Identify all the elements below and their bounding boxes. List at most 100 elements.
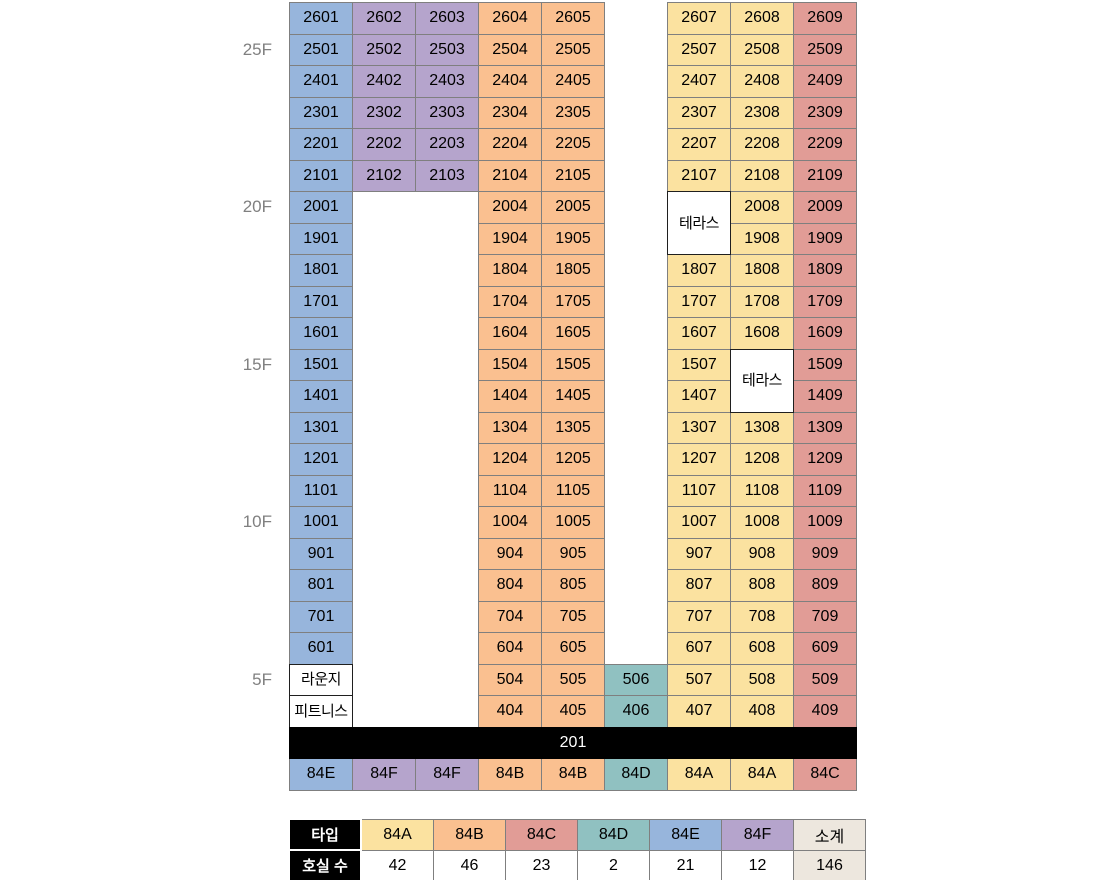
- unit-cell-2109[interactable]: 2109: [793, 159, 857, 192]
- unit-cell-1805[interactable]: 1805: [541, 254, 605, 287]
- unit-cell-901[interactable]: 901: [289, 537, 353, 570]
- unit-cell-2105[interactable]: 2105: [541, 159, 605, 192]
- unit-cell-404[interactable]: 404: [478, 695, 542, 728]
- unit-cell-1705[interactable]: 1705: [541, 285, 605, 318]
- unit-cell-2605[interactable]: 2605: [541, 2, 605, 35]
- unit-cell-904[interactable]: 904: [478, 537, 542, 570]
- unit-cell-1407[interactable]: 1407: [667, 380, 731, 413]
- unit-cell-2304[interactable]: 2304: [478, 96, 542, 129]
- unit-cell-1007[interactable]: 1007: [667, 506, 731, 539]
- unit-cell-1501[interactable]: 1501: [289, 348, 353, 381]
- unit-cell-1405[interactable]: 1405: [541, 380, 605, 413]
- unit-cell-1404[interactable]: 1404: [478, 380, 542, 413]
- unit-cell-1908[interactable]: 1908: [730, 222, 794, 255]
- unit-cell-2005[interactable]: 2005: [541, 191, 605, 224]
- unit-cell-2401[interactable]: 2401: [289, 65, 353, 98]
- unit-cell-1409[interactable]: 1409: [793, 380, 857, 413]
- unit-cell-1904[interactable]: 1904: [478, 222, 542, 255]
- unit-cell-1709[interactable]: 1709: [793, 285, 857, 318]
- unit-cell-2301[interactable]: 2301: [289, 96, 353, 129]
- unit-cell-1208[interactable]: 1208: [730, 443, 794, 476]
- unit-cell-1104[interactable]: 1104: [478, 474, 542, 507]
- unit-cell-601[interactable]: 601: [289, 632, 353, 665]
- unit-cell-2103[interactable]: 2103: [415, 159, 479, 192]
- unit-cell-408[interactable]: 408: [730, 695, 794, 728]
- unit-cell-1707[interactable]: 1707: [667, 285, 731, 318]
- unit-cell-2102[interactable]: 2102: [352, 159, 416, 192]
- unit-cell-801[interactable]: 801: [289, 569, 353, 602]
- unit-cell-2603[interactable]: 2603: [415, 2, 479, 35]
- unit-cell-809[interactable]: 809: [793, 569, 857, 602]
- unit-cell-2607[interactable]: 2607: [667, 2, 731, 35]
- unit-cell-1101[interactable]: 1101: [289, 474, 353, 507]
- unit-cell-1608[interactable]: 1608: [730, 317, 794, 350]
- unit-cell-2307[interactable]: 2307: [667, 96, 731, 129]
- unit-cell-409[interactable]: 409: [793, 695, 857, 728]
- unit-cell-2509[interactable]: 2509: [793, 33, 857, 66]
- unit-cell-2308[interactable]: 2308: [730, 96, 794, 129]
- unit-cell-1401[interactable]: 1401: [289, 380, 353, 413]
- unit-cell-1001[interactable]: 1001: [289, 506, 353, 539]
- unit-cell-1708[interactable]: 1708: [730, 285, 794, 318]
- unit-cell-1905[interactable]: 1905: [541, 222, 605, 255]
- unit-cell-907[interactable]: 907: [667, 537, 731, 570]
- unit-cell-2201[interactable]: 2201: [289, 128, 353, 161]
- unit-cell-2303[interactable]: 2303: [415, 96, 479, 129]
- unit-cell-506[interactable]: 506: [604, 663, 668, 696]
- unit-cell-1207[interactable]: 1207: [667, 443, 731, 476]
- unit-cell-709[interactable]: 709: [793, 600, 857, 633]
- unit-cell-1307[interactable]: 1307: [667, 411, 731, 444]
- unit-cell-2404[interactable]: 2404: [478, 65, 542, 98]
- unit-cell-2504[interactable]: 2504: [478, 33, 542, 66]
- unit-cell-1804[interactable]: 1804: [478, 254, 542, 287]
- unit-cell-609[interactable]: 609: [793, 632, 857, 665]
- unit-cell-2107[interactable]: 2107: [667, 159, 731, 192]
- unit-cell-908[interactable]: 908: [730, 537, 794, 570]
- unit-cell-1108[interactable]: 1108: [730, 474, 794, 507]
- unit-cell-909[interactable]: 909: [793, 537, 857, 570]
- unit-cell-1004[interactable]: 1004: [478, 506, 542, 539]
- unit-cell-2601[interactable]: 2601: [289, 2, 353, 35]
- unit-cell-2205[interactable]: 2205: [541, 128, 605, 161]
- unit-cell-405[interactable]: 405: [541, 695, 605, 728]
- unit-cell-608[interactable]: 608: [730, 632, 794, 665]
- unit-cell-2004[interactable]: 2004: [478, 191, 542, 224]
- unit-cell-1504[interactable]: 1504: [478, 348, 542, 381]
- unit-cell-1205[interactable]: 1205: [541, 443, 605, 476]
- unit-cell-2407[interactable]: 2407: [667, 65, 731, 98]
- unit-cell-1505[interactable]: 1505: [541, 348, 605, 381]
- unit-cell-2405[interactable]: 2405: [541, 65, 605, 98]
- unit-cell-2508[interactable]: 2508: [730, 33, 794, 66]
- unit-cell-1604[interactable]: 1604: [478, 317, 542, 350]
- unit-cell-2502[interactable]: 2502: [352, 33, 416, 66]
- unit-cell-2408[interactable]: 2408: [730, 65, 794, 98]
- unit-cell-1209[interactable]: 1209: [793, 443, 857, 476]
- unit-cell-1201[interactable]: 1201: [289, 443, 353, 476]
- unit-cell-905[interactable]: 905: [541, 537, 605, 570]
- unit-cell-1901[interactable]: 1901: [289, 222, 353, 255]
- unit-cell-2309[interactable]: 2309: [793, 96, 857, 129]
- unit-cell-2409[interactable]: 2409: [793, 65, 857, 98]
- unit-cell-1305[interactable]: 1305: [541, 411, 605, 444]
- unit-cell-1005[interactable]: 1005: [541, 506, 605, 539]
- unit-cell-607[interactable]: 607: [667, 632, 731, 665]
- unit-cell-604[interactable]: 604: [478, 632, 542, 665]
- unit-cell-807[interactable]: 807: [667, 569, 731, 602]
- unit-cell-2609[interactable]: 2609: [793, 2, 857, 35]
- unit-cell-2501[interactable]: 2501: [289, 33, 353, 66]
- unit-cell-406[interactable]: 406: [604, 695, 668, 728]
- unit-cell-1704[interactable]: 1704: [478, 285, 542, 318]
- unit-cell-1308[interactable]: 1308: [730, 411, 794, 444]
- unit-cell-1507[interactable]: 1507: [667, 348, 731, 381]
- unit-cell-708[interactable]: 708: [730, 600, 794, 633]
- unit-cell-2402[interactable]: 2402: [352, 65, 416, 98]
- unit-cell-2503[interactable]: 2503: [415, 33, 479, 66]
- unit-cell-1809[interactable]: 1809: [793, 254, 857, 287]
- unit-cell-2204[interactable]: 2204: [478, 128, 542, 161]
- unit-cell-1909[interactable]: 1909: [793, 222, 857, 255]
- unit-cell-2403[interactable]: 2403: [415, 65, 479, 98]
- unit-cell-1301[interactable]: 1301: [289, 411, 353, 444]
- unit-cell-1304[interactable]: 1304: [478, 411, 542, 444]
- unit-cell-1105[interactable]: 1105: [541, 474, 605, 507]
- unit-cell-2302[interactable]: 2302: [352, 96, 416, 129]
